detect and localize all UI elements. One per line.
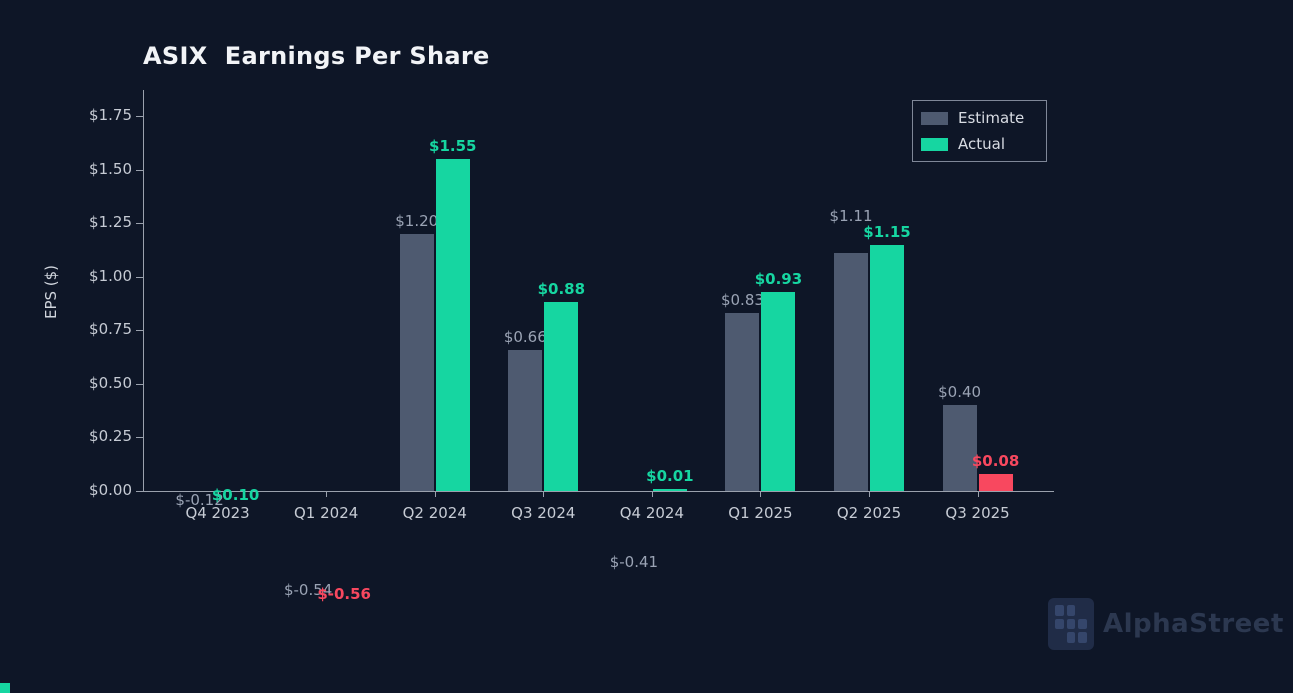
y-tick-label-4: $1.00 [89, 266, 132, 285]
x-tick-mark-2 [434, 492, 436, 497]
x-tick-mark-3 [543, 492, 545, 497]
value-label-estimate-q3-2025: $0.40 [938, 383, 982, 402]
bar-actual-q4-2024 [652, 488, 687, 491]
y-tick-mark-1 [136, 437, 143, 439]
x-tick-label-q1-2024: Q1 2024 [294, 504, 359, 522]
bar-estimate-q2-2025 [834, 253, 869, 491]
y-tick-mark-7 [136, 116, 143, 117]
y-tick-mark-2 [136, 383, 143, 385]
x-axis-line [143, 491, 1054, 492]
y-tick-label-7: $1.75 [89, 106, 132, 124]
corner-accent [0, 683, 10, 693]
value-label-estimate-q3-2024: $0.66 [503, 327, 547, 346]
bar-estimate-q3-2024 [508, 349, 543, 491]
x-tick-label-q4-2023: Q4 2023 [185, 504, 250, 522]
x-tick-label-q2-2024: Q2 2024 [402, 504, 467, 522]
watermark-text: AlphaStreet [1103, 609, 1284, 639]
legend-item-estimate: Estimate [921, 107, 1038, 129]
bar-estimate-q1-2025 [725, 313, 760, 491]
y-axis-title: EPS ($) [42, 264, 60, 320]
value-label-actual-q4-2023: $0.10 [211, 486, 260, 505]
y-tick-mark-4 [136, 276, 143, 278]
y-tick-label-5: $1.25 [89, 213, 132, 232]
y-tick-label-0: $0.00 [89, 481, 132, 499]
value-label-actual-q2-2025: $1.15 [863, 222, 911, 241]
value-label-actual-q1-2024: $-0.56 [317, 585, 371, 603]
y-tick-mark-0 [136, 491, 143, 492]
y-tick-label-3: $0.75 [89, 320, 132, 339]
y-tick-mark-6 [136, 169, 143, 171]
x-tick-mark-0 [217, 492, 219, 497]
bar-estimate-q3-2025 [942, 405, 977, 491]
bar-actual-q1-2025 [761, 291, 796, 491]
y-tick-label-6: $1.50 [89, 159, 132, 178]
x-tick-mark-6 [869, 492, 871, 497]
y-tick-mark-3 [136, 330, 143, 332]
legend-swatch-estimate [921, 111, 948, 125]
x-tick-label-q1-2025: Q1 2025 [728, 504, 793, 522]
x-tick-label-q3-2024: Q3 2024 [511, 504, 576, 522]
x-tick-mark-4 [651, 492, 653, 497]
value-label-actual-q3-2024: $0.88 [537, 280, 586, 299]
bar-actual-q2-2024 [435, 158, 470, 491]
legend-label-estimate: Estimate [958, 109, 1025, 127]
bar-actual-q2-2025 [870, 244, 905, 491]
legend-label-actual: Actual [958, 135, 1005, 153]
value-label-estimate-q4-2023: $-0.12 [175, 490, 224, 509]
value-label-actual-q3-2025: $0.08 [971, 451, 1020, 470]
legend: Estimate Actual [912, 100, 1047, 162]
chart-title: ASIX Earnings Per Share [143, 42, 490, 70]
legend-swatch-actual [921, 137, 948, 151]
value-label-actual-q2-2024: $1.55 [429, 136, 477, 155]
x-tick-mark-1 [326, 492, 328, 497]
value-label-estimate-q1-2024: $-0.54 [283, 580, 333, 599]
x-tick-mark-5 [760, 492, 762, 497]
alphastreet-logo-icon [1048, 598, 1094, 650]
value-label-actual-q4-2024: $0.01 [646, 466, 694, 485]
x-tick-label-q2-2025: Q2 2025 [836, 504, 902, 522]
y-tick-mark-5 [136, 223, 143, 225]
watermark: AlphaStreet [1048, 598, 1284, 650]
y-tick-label-1: $0.25 [89, 427, 132, 446]
y-tick-label-2: $0.50 [89, 373, 132, 392]
x-tick-mark-7 [977, 492, 979, 497]
x-tick-label-q4-2024: Q4 2024 [619, 504, 685, 522]
value-label-estimate-q2-2025: $1.11 [829, 207, 873, 226]
value-label-actual-q1-2025: $0.93 [754, 269, 803, 288]
y-axis-line [143, 90, 144, 491]
bar-estimate-q2-2024 [399, 233, 434, 491]
value-label-estimate-q2-2024: $1.20 [395, 211, 439, 230]
x-tick-label-q3-2025: Q3 2025 [945, 504, 1010, 522]
bar-actual-q3-2025 [978, 473, 1013, 491]
bar-actual-q3-2024 [544, 302, 579, 491]
legend-item-actual: Actual [921, 133, 1038, 155]
value-label-estimate-q1-2025: $0.83 [720, 291, 764, 310]
value-label-estimate-q4-2024: $-0.41 [609, 552, 659, 571]
